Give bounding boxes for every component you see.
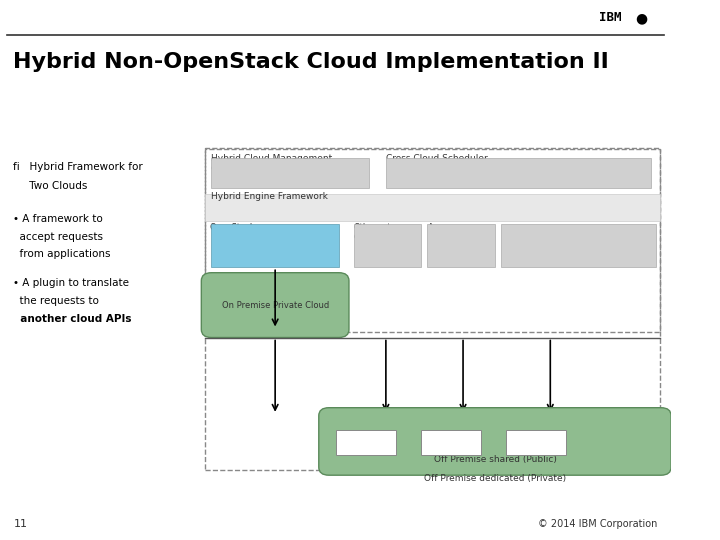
Text: accept requests: accept requests xyxy=(14,232,104,241)
Text: AliCloud: AliCloud xyxy=(348,438,383,447)
FancyBboxPatch shape xyxy=(204,194,660,221)
Text: © 2014 IBM Corporation: © 2014 IBM Corporation xyxy=(539,519,657,529)
Text: Hybrid Non-OpenStack Cloud Implementation II: Hybrid Non-OpenStack Cloud Implementatio… xyxy=(14,52,609,72)
Text: • A plugin to translate: • A plugin to translate xyxy=(14,279,130,288)
Text: Amazon
Adapter: Amazon Adapter xyxy=(428,223,462,242)
FancyBboxPatch shape xyxy=(420,430,481,455)
FancyBboxPatch shape xyxy=(202,273,349,338)
Text: Two Clouds: Two Clouds xyxy=(14,181,88,191)
Text: another cloud APIs: another cloud APIs xyxy=(14,314,132,324)
Text: Amazon: Amazon xyxy=(519,438,553,447)
FancyBboxPatch shape xyxy=(501,224,656,267)
FancyBboxPatch shape xyxy=(506,430,567,455)
Text: ●: ● xyxy=(635,11,647,25)
Text: SoftLayer: SoftLayer xyxy=(431,438,471,447)
FancyBboxPatch shape xyxy=(212,158,369,188)
FancyBboxPatch shape xyxy=(386,158,651,188)
Text: from applications: from applications xyxy=(14,249,111,259)
Text: IBM: IBM xyxy=(600,11,622,24)
FancyBboxPatch shape xyxy=(354,224,420,267)
FancyBboxPatch shape xyxy=(428,224,495,267)
Text: fi   Hybrid Framework for: fi Hybrid Framework for xyxy=(14,163,143,172)
FancyBboxPatch shape xyxy=(212,224,339,267)
Text: the requests to: the requests to xyxy=(14,296,99,306)
Text: Off Premise shared (Public): Off Premise shared (Public) xyxy=(434,455,557,464)
Text: Cross Cloud Scheduler: Cross Cloud Scheduler xyxy=(386,154,487,163)
Text: • A framework to: • A framework to xyxy=(14,214,103,224)
FancyBboxPatch shape xyxy=(319,408,671,475)
Text: Off Premise dedicated (Private): Off Premise dedicated (Private) xyxy=(424,474,567,483)
Text: OpenStack: OpenStack xyxy=(210,223,255,232)
Text: Othergate
Clouds: Othergate Clouds xyxy=(354,223,397,242)
FancyBboxPatch shape xyxy=(336,430,396,455)
Text: Hybrid Engine Framework: Hybrid Engine Framework xyxy=(212,192,328,201)
Text: On Premise Private Cloud: On Premise Private Cloud xyxy=(222,301,329,309)
Text: Hybrid Cloud Management
(e.g. Horizon): Hybrid Cloud Management (e.g. Horizon) xyxy=(212,154,333,173)
Text: 11: 11 xyxy=(14,519,27,529)
